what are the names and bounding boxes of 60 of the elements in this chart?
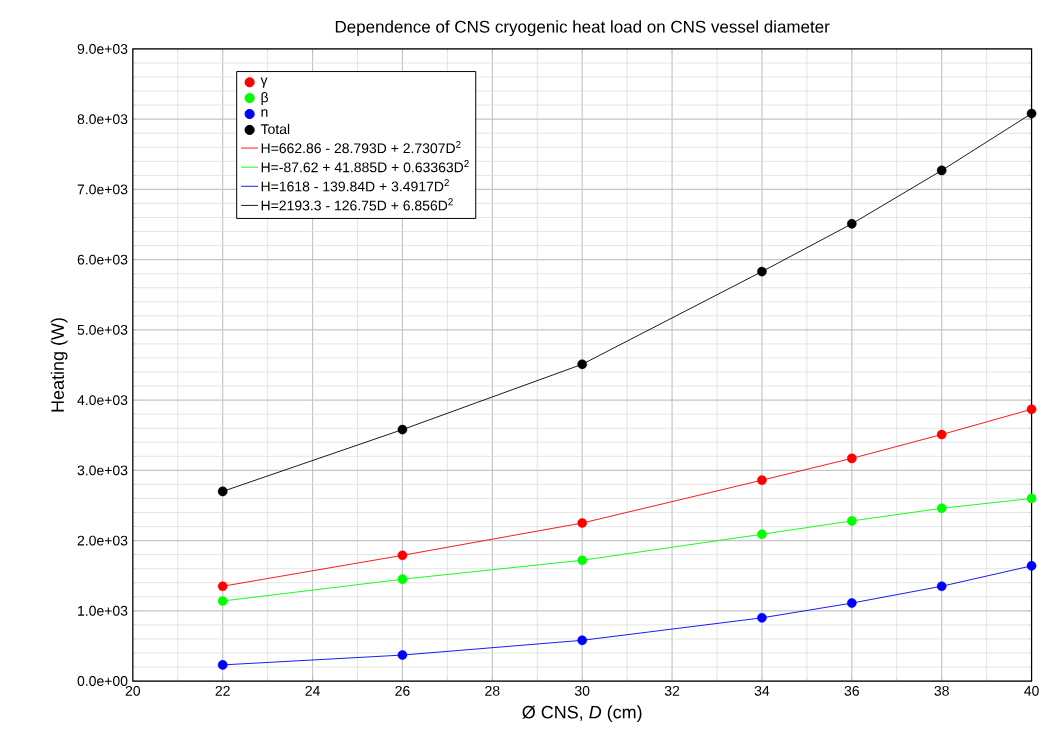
x-tick-label: 36 (844, 685, 859, 696)
legend-label: β (261, 92, 269, 106)
point (577, 518, 587, 528)
x-tick-label: 20 (125, 685, 141, 696)
y-axis-title: Heating (W) (50, 318, 68, 412)
y-tick-label: 8.0e+03 (77, 114, 128, 125)
point (847, 219, 857, 229)
point (1026, 108, 1037, 119)
point (757, 266, 767, 277)
point (397, 574, 408, 585)
point (847, 598, 857, 608)
point (936, 165, 947, 176)
point (397, 650, 408, 660)
point (217, 596, 228, 606)
point (1026, 561, 1037, 571)
point (217, 660, 228, 670)
y-tick-label: 7.0e+03 (77, 184, 128, 195)
x-tick-label: 32 (664, 685, 680, 696)
x-tick-label: 38 (934, 685, 949, 696)
y-tick-label: 1.0e+03 (78, 605, 128, 616)
point (577, 635, 587, 646)
chart-title: Dependence of CNS cryogenic heat load on CNS vessel diameter (335, 20, 830, 37)
point (757, 475, 767, 485)
legend-label: H=2193.3 - 126.75D + 6.856D$^{2}$ (261, 198, 453, 211)
point (217, 486, 228, 497)
x-axis-title: Ø CNS, D (cm) (522, 705, 642, 723)
point (1026, 493, 1037, 504)
y-tick-label: 2.0e+03 (77, 535, 128, 546)
y-tick-label: 9.0e+03 (77, 43, 128, 54)
point (397, 550, 408, 561)
y-tick-label: 6.0e+03 (77, 254, 128, 265)
legend-label: H=662.86 - 28.793D + 2.7307D$^{2}$ (261, 141, 461, 154)
legend-label: n (261, 109, 268, 117)
x-tick-label: 30 (574, 685, 590, 696)
point (397, 424, 408, 435)
legend-label: H=-87.62 + 41.885D + 0.63363D$^{2}$ (261, 160, 469, 173)
point (577, 359, 587, 370)
point (847, 453, 857, 464)
point (577, 555, 587, 566)
legend-label: H=1618 - 139.84D + 3.4917D$^{2}$ (261, 179, 449, 192)
x-tick-label: 22 (215, 685, 230, 696)
y-tick-label: 5.0e+03 (77, 324, 128, 335)
point (1026, 404, 1037, 415)
legend-label: γ (260, 77, 268, 88)
x-tick-label: 24 (305, 685, 320, 696)
x-tick-label: 40 (1024, 685, 1039, 696)
x-tick-label: 28 (485, 685, 500, 696)
point (757, 613, 767, 623)
point (936, 503, 947, 514)
x-tick-label: 34 (754, 685, 770, 696)
y-tick-label: 0.0e+00 (77, 676, 128, 687)
point (757, 529, 767, 540)
y-tick-label: 4.0e+03 (77, 395, 128, 406)
legend-label: Total (260, 123, 290, 135)
x-tick-label: 26 (395, 685, 410, 696)
point (936, 429, 947, 440)
point (217, 581, 228, 592)
point (936, 581, 947, 592)
point (847, 516, 857, 526)
y-tick-label: 3.0e+03 (77, 465, 128, 476)
